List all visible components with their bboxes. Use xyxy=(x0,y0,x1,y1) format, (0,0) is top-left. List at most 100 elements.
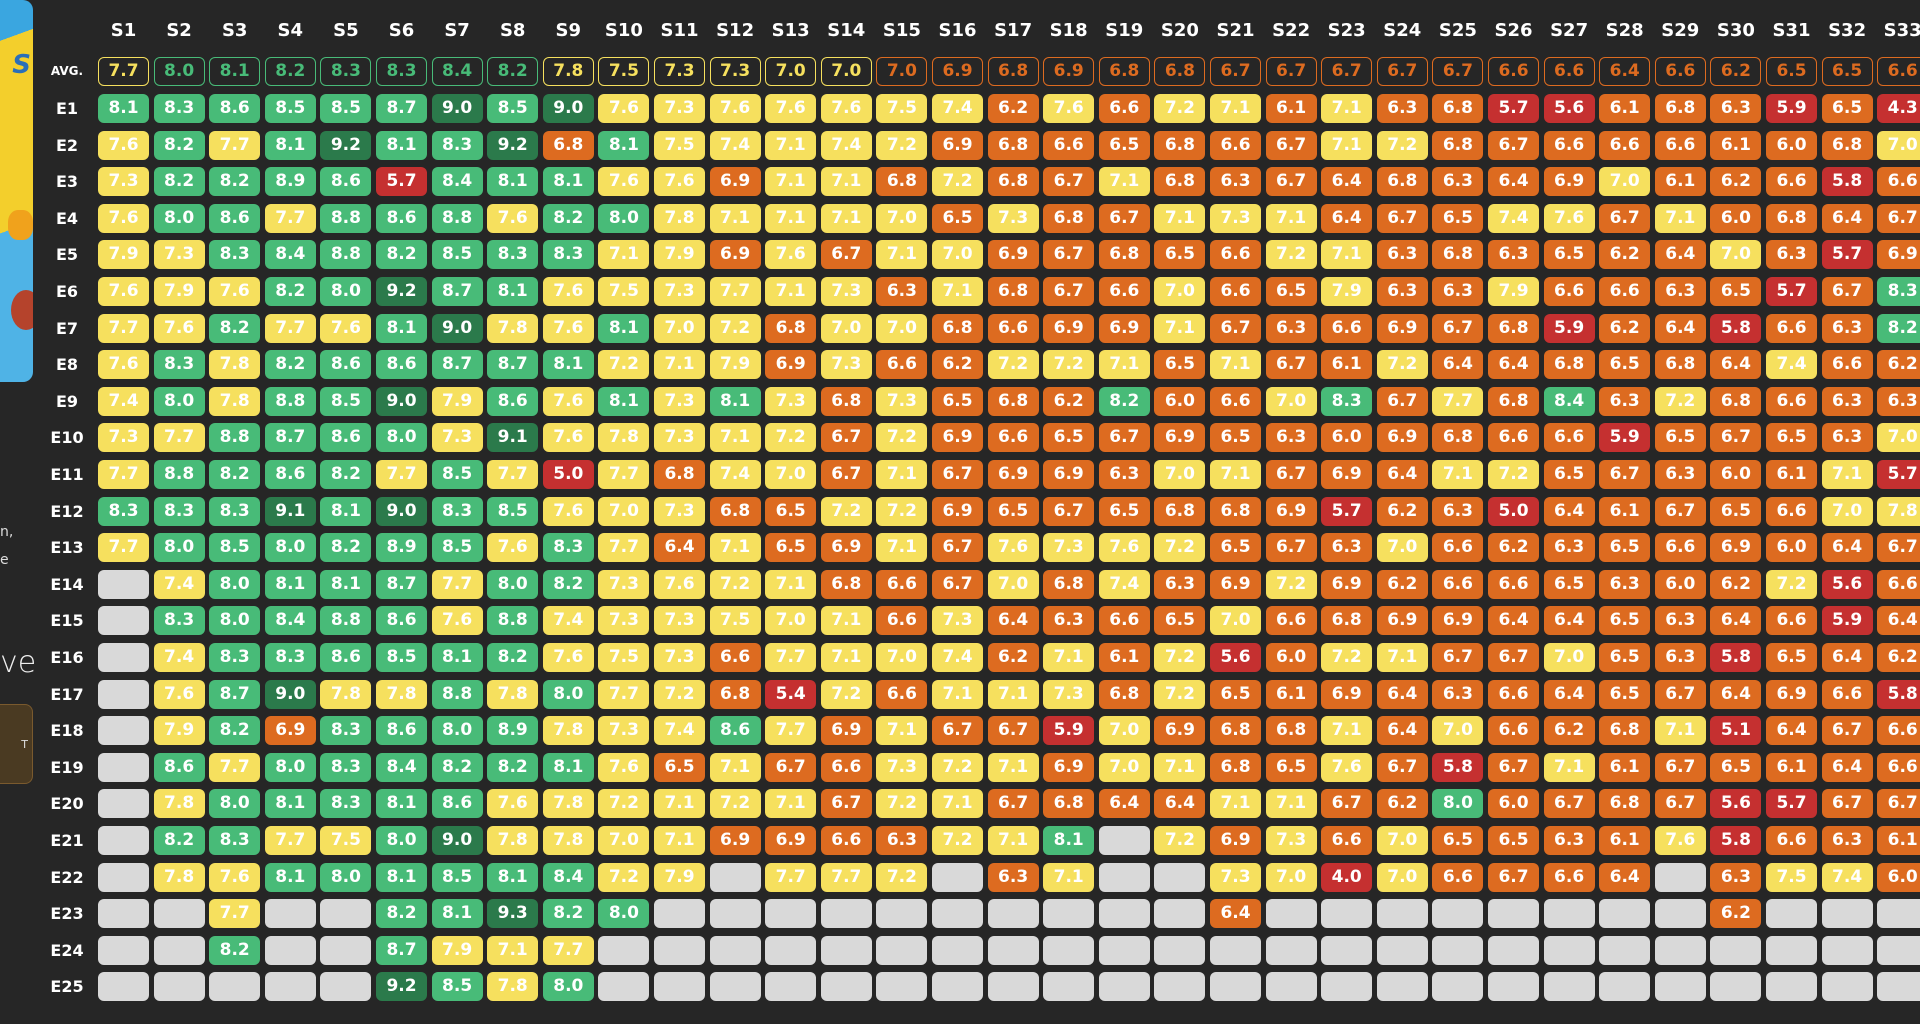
rating-cell[interactable]: 7.5 xyxy=(654,130,705,160)
rating-cell[interactable]: 7.7 xyxy=(376,460,427,489)
rating-cell[interactable]: 8.2 xyxy=(209,313,261,343)
rating-cell[interactable]: 9.1 xyxy=(264,496,316,526)
rating-cell[interactable]: 8.3 xyxy=(320,789,372,819)
rating-cell[interactable]: 7.6 xyxy=(987,533,1039,563)
rating-cell[interactable]: 6.8 xyxy=(1432,240,1484,270)
rating-cell[interactable]: 7.3 xyxy=(820,277,872,306)
rating-cell[interactable]: 6.4 xyxy=(1321,203,1373,233)
rating-cell[interactable]: 7.6 xyxy=(487,203,539,233)
rating-cell[interactable]: 6.8 xyxy=(1432,423,1484,453)
rating-cell[interactable]: 7.1 xyxy=(1043,862,1095,892)
rating-cell[interactable]: 6.9 xyxy=(1877,240,1920,270)
rating-cell[interactable]: 8.0 xyxy=(153,203,205,233)
rating-cell[interactable]: 6.4 xyxy=(1321,167,1373,197)
rating-cell[interactable]: 6.6 xyxy=(1877,167,1920,197)
rating-cell[interactable]: 6.0 xyxy=(1710,460,1762,489)
rating-cell[interactable]: 6.7 xyxy=(1654,752,1706,782)
rating-cell[interactable]: 7.8 xyxy=(487,972,539,1002)
rating-cell[interactable]: 6.9 xyxy=(1210,826,1261,855)
rating-cell[interactable]: 8.1 xyxy=(376,313,427,343)
rating-cell[interactable]: 8.5 xyxy=(209,533,261,563)
rating-cell[interactable]: 6.7 xyxy=(1821,277,1873,306)
rating-cell[interactable]: 6.6 xyxy=(709,643,761,672)
rating-cell[interactable]: 7.2 xyxy=(709,313,761,343)
rating-cell[interactable]: 7.5 xyxy=(876,94,928,123)
rating-cell[interactable]: 8.6 xyxy=(153,752,205,782)
rating-cell[interactable]: 7.1 xyxy=(987,679,1039,709)
rating-cell[interactable]: 6.2 xyxy=(1710,167,1762,197)
rating-cell[interactable]: 7.6 xyxy=(1654,826,1706,855)
rating-cell[interactable]: 6.4 xyxy=(987,606,1039,636)
rating-cell[interactable]: 7.9 xyxy=(98,240,149,270)
rating-cell[interactable]: 7.4 xyxy=(1488,203,1539,233)
rating-cell[interactable]: 6.9 xyxy=(932,496,983,526)
rating-cell[interactable]: 7.6 xyxy=(209,862,261,892)
rating-cell[interactable]: 6.9 xyxy=(1043,460,1095,489)
rating-cell[interactable]: 7.0 xyxy=(987,569,1039,599)
rating-cell[interactable]: 6.5 xyxy=(1043,423,1095,453)
rating-cell[interactable]: 6.8 xyxy=(765,313,817,343)
rating-cell[interactable]: 8.2 xyxy=(209,716,261,746)
rating-cell[interactable]: 8.5 xyxy=(320,386,372,416)
rating-cell[interactable]: 8.0 xyxy=(320,862,372,892)
rating-cell[interactable]: 6.8 xyxy=(1043,569,1095,599)
rating-cell[interactable]: 6.3 xyxy=(1376,240,1428,270)
rating-cell[interactable]: 6.2 xyxy=(1376,496,1428,526)
rating-cell[interactable]: 6.8 xyxy=(542,130,594,160)
rating-cell[interactable]: 9.2 xyxy=(376,277,427,306)
rating-cell[interactable]: 8.4 xyxy=(264,240,316,270)
rating-cell[interactable]: 7.1 xyxy=(1821,460,1873,489)
rating-cell[interactable]: 6.8 xyxy=(1043,789,1095,819)
rating-cell[interactable]: 7.2 xyxy=(1376,130,1428,160)
rating-cell[interactable]: 6.6 xyxy=(987,423,1039,453)
rating-cell[interactable]: 6.3 xyxy=(1376,94,1428,123)
rating-cell[interactable]: 6.3 xyxy=(1654,460,1706,489)
rating-cell[interactable]: 7.6 xyxy=(98,203,149,233)
rating-cell[interactable]: 7.6 xyxy=(654,167,705,197)
rating-cell[interactable]: 5.8 xyxy=(1710,643,1762,672)
rating-cell[interactable]: 8.8 xyxy=(320,240,372,270)
rating-cell[interactable]: 6.6 xyxy=(1488,716,1539,746)
rating-cell[interactable]: 6.8 xyxy=(1321,606,1373,636)
rating-cell[interactable]: 7.3 xyxy=(1043,533,1095,563)
rating-cell[interactable]: 6.8 xyxy=(932,313,983,343)
rating-cell[interactable]: 6.6 xyxy=(1654,130,1706,160)
rating-cell[interactable]: 6.5 xyxy=(1098,496,1150,526)
rating-cell[interactable]: 6.9 xyxy=(1376,606,1428,636)
rating-cell[interactable]: 8.6 xyxy=(376,716,427,746)
rating-cell[interactable]: 7.1 xyxy=(598,240,650,270)
rating-cell[interactable]: 8.5 xyxy=(431,533,483,563)
rating-cell[interactable]: 6.7 xyxy=(1432,313,1484,343)
rating-cell[interactable]: 6.3 xyxy=(1710,94,1762,123)
rating-cell[interactable]: 6.9 xyxy=(932,423,983,453)
rating-cell[interactable]: 6.4 xyxy=(1710,606,1762,636)
rating-cell[interactable]: 8.8 xyxy=(320,203,372,233)
rating-cell[interactable]: 7.7 xyxy=(598,460,650,489)
rating-cell[interactable]: 5.9 xyxy=(1543,313,1595,343)
rating-cell[interactable]: 5.7 xyxy=(376,167,427,197)
rating-cell[interactable]: 8.0 xyxy=(320,277,372,306)
rating-cell[interactable]: 6.9 xyxy=(1376,313,1428,343)
rating-cell[interactable]: 7.4 xyxy=(932,643,983,672)
rating-cell[interactable]: 6.8 xyxy=(1488,313,1539,343)
rating-cell[interactable]: 8.2 xyxy=(153,167,205,197)
rating-cell[interactable]: 6.8 xyxy=(1154,130,1206,160)
rating-cell[interactable]: 7.3 xyxy=(654,606,705,636)
rating-cell[interactable]: 6.0 xyxy=(1321,423,1373,453)
rating-cell[interactable]: 8.8 xyxy=(209,423,261,453)
rating-cell[interactable]: 7.3 xyxy=(654,423,705,453)
rating-cell[interactable]: 8.1 xyxy=(376,789,427,819)
rating-cell[interactable]: 7.3 xyxy=(654,643,705,672)
rating-cell[interactable]: 7.5 xyxy=(709,606,761,636)
show-poster[interactable]: S xyxy=(0,0,33,382)
rating-cell[interactable]: 6.6 xyxy=(1821,679,1873,709)
rating-cell[interactable]: 7.1 xyxy=(1321,716,1373,746)
rating-cell[interactable]: 6.5 xyxy=(1821,94,1873,123)
rating-cell[interactable]: 8.0 xyxy=(153,386,205,416)
rating-cell[interactable]: 8.1 xyxy=(264,569,316,599)
rating-cell[interactable]: 5.6 xyxy=(1210,643,1261,672)
rating-cell[interactable]: 7.7 xyxy=(1432,386,1484,416)
rating-cell[interactable]: 8.0 xyxy=(1432,789,1484,819)
rating-cell[interactable]: 8.3 xyxy=(209,826,261,855)
rating-cell[interactable]: 7.9 xyxy=(709,350,761,380)
